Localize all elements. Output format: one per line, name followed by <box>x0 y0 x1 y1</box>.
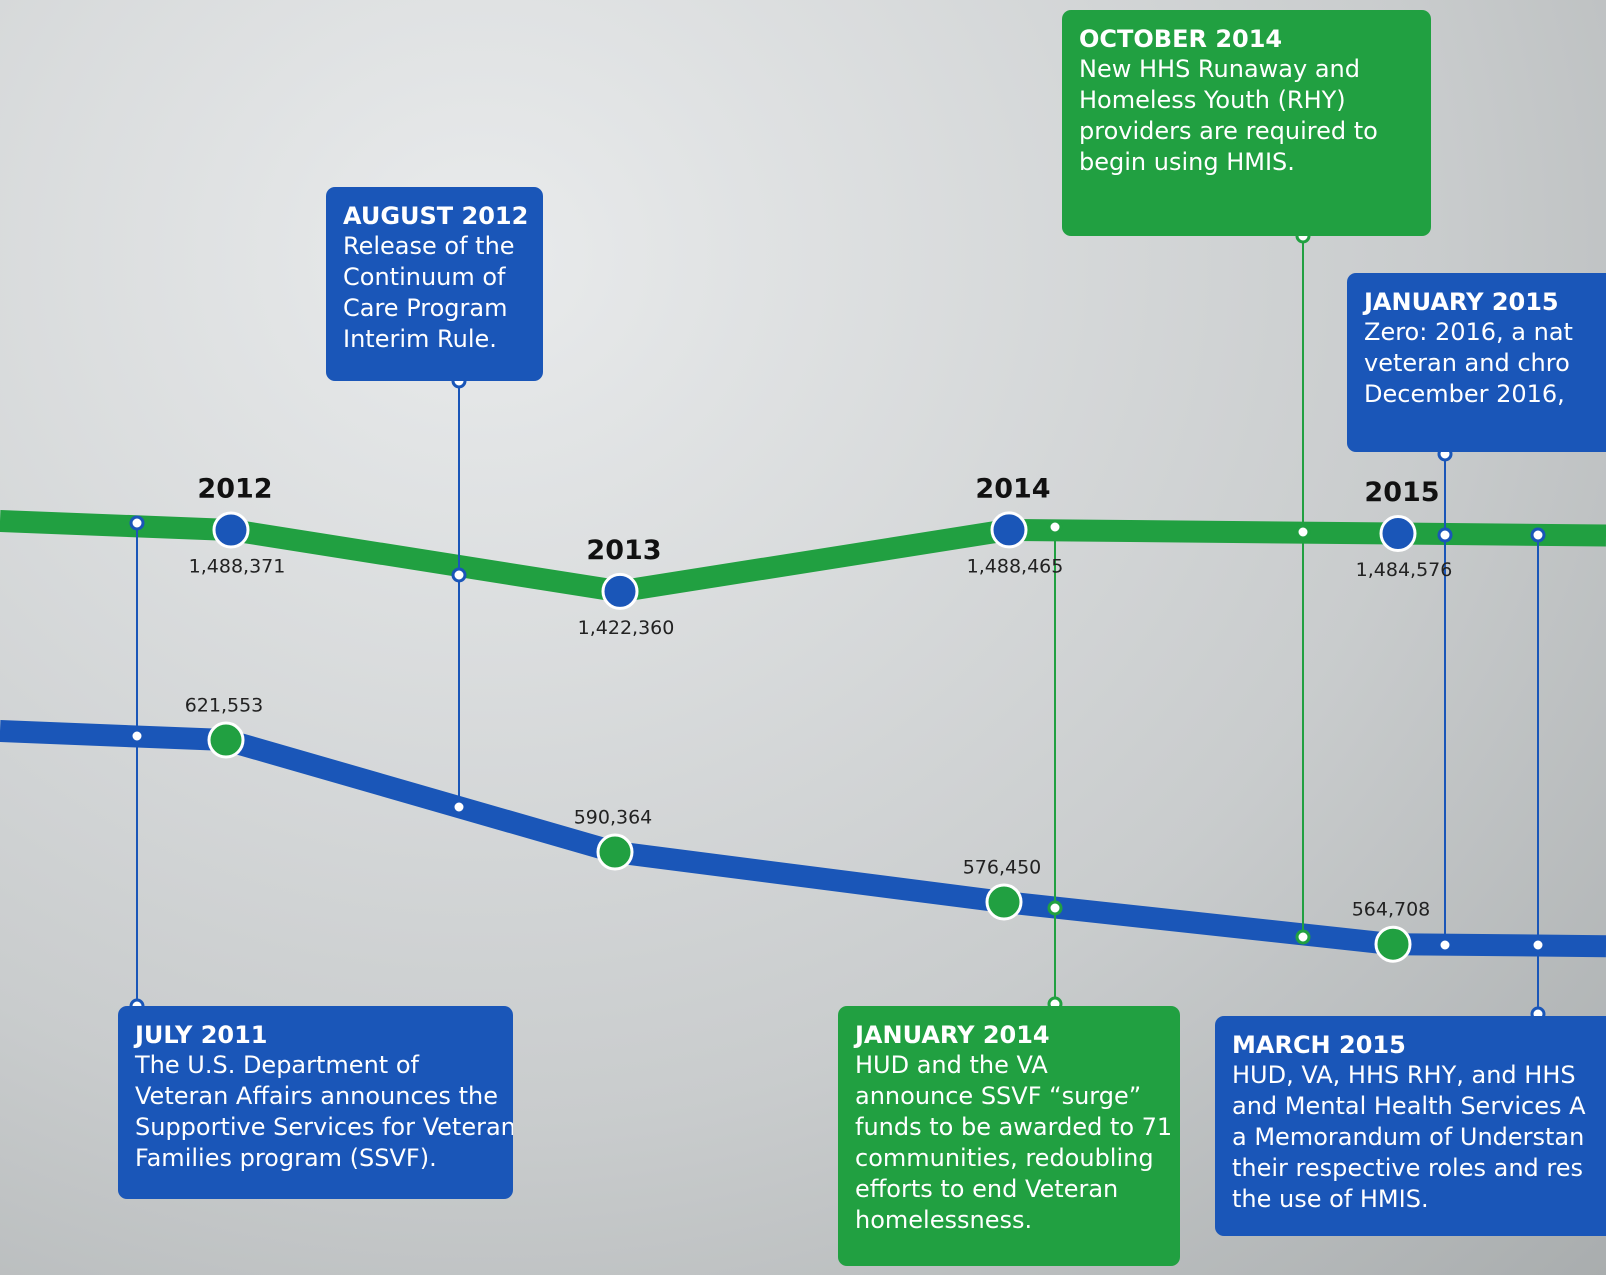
annotation-text: HUD and the VA <box>855 1050 1163 1081</box>
point <box>214 513 248 547</box>
connector-dot <box>1297 931 1309 943</box>
year-label: 2013 <box>586 535 661 566</box>
year-label: 2012 <box>197 473 272 504</box>
connector-dot <box>1049 902 1061 914</box>
timeline: 1,488,371 2012 1,422,360 2013 1,488,465 2014 1… <box>0 0 1606 1275</box>
connector-dot <box>1439 939 1451 951</box>
point <box>603 574 637 608</box>
annotation-text: New HHS Runaway and <box>1079 54 1414 85</box>
annotation-title: JULY 2011 <box>135 1020 496 1050</box>
annotation-text: The U.S. Department of <box>135 1050 496 1081</box>
connector-dot <box>1439 529 1451 541</box>
line-extension <box>0 731 226 740</box>
value-label: 564,708 <box>1352 899 1431 921</box>
point <box>598 835 632 869</box>
year-label: 2014 <box>975 473 1050 504</box>
value-label: 1,422,360 <box>578 617 675 639</box>
annotation-title: JANUARY 2015 <box>1364 287 1606 317</box>
connector-dot <box>453 801 465 813</box>
annotation-text: Homeless Youth (RHY) <box>1079 85 1414 116</box>
point <box>209 723 243 757</box>
annotation-text: efforts to end Veteran <box>855 1174 1163 1205</box>
annotation-text: and Mental Health Services A <box>1232 1091 1606 1122</box>
annotation-text: Release of the <box>343 231 526 262</box>
line-extension <box>1398 534 1606 536</box>
annotation-title: OCTOBER 2014 <box>1079 24 1414 54</box>
annotation-text: begin using HMIS. <box>1079 147 1414 178</box>
annotation-title: JANUARY 2014 <box>855 1020 1163 1050</box>
annotation-text: Interim Rule. <box>343 324 526 355</box>
annotation-text: a Memorandum of Understan <box>1232 1122 1606 1153</box>
series-line <box>231 530 1398 591</box>
annotation-text: Supportive Services for Veteran <box>135 1112 496 1143</box>
value-label: 576,450 <box>963 857 1042 879</box>
annotation-text: Zero: 2016, a nat <box>1364 317 1606 348</box>
annotation-text: December 2016, <box>1364 379 1606 410</box>
connector-dot <box>1532 939 1544 951</box>
connector-dot <box>1532 529 1544 541</box>
line-extension <box>1393 944 1606 946</box>
annotation-text: Continuum of <box>343 262 526 293</box>
connector-dot <box>453 569 465 581</box>
value-label: 621,553 <box>185 695 264 717</box>
annotation-text: veteran and chro <box>1364 348 1606 379</box>
point <box>1381 517 1415 551</box>
annotation-text: announce SSVF “surge” <box>855 1081 1163 1112</box>
value-label: 1,488,465 <box>967 555 1064 577</box>
annotation-title: MARCH 2015 <box>1232 1030 1606 1060</box>
value-label: 1,484,576 <box>1356 559 1453 581</box>
line-extension <box>0 521 231 530</box>
annotation-text: Veteran Affairs announces the <box>135 1081 496 1112</box>
value-label: 1,488,371 <box>189 555 286 577</box>
point <box>987 885 1021 919</box>
year-label: 2015 <box>1364 477 1439 508</box>
connector-dot <box>131 730 143 742</box>
annotation-text: the use of HMIS. <box>1232 1184 1606 1215</box>
annotation-text: providers are required to <box>1079 116 1414 147</box>
annotation-text: funds to be awarded to 71 <box>855 1112 1163 1143</box>
value-label: 590,364 <box>574 807 653 829</box>
annotation-text: communities, redoubling <box>855 1143 1163 1174</box>
point <box>992 513 1026 547</box>
annotation-text: HUD, VA, HHS RHY, and HHS <box>1232 1060 1606 1091</box>
connector-dot <box>1049 521 1061 533</box>
annotation-text: Care Program <box>343 293 526 324</box>
annotation-text: Families program (SSVF). <box>135 1143 496 1174</box>
connector-dot <box>131 517 143 529</box>
series-line <box>226 740 1393 944</box>
annotation-text: homelessness. <box>855 1205 1163 1236</box>
connector-dot <box>1297 526 1309 538</box>
annotation-text: their respective roles and res <box>1232 1153 1606 1184</box>
annotation-title: AUGUST 2012 <box>343 201 526 231</box>
point <box>1376 927 1410 961</box>
